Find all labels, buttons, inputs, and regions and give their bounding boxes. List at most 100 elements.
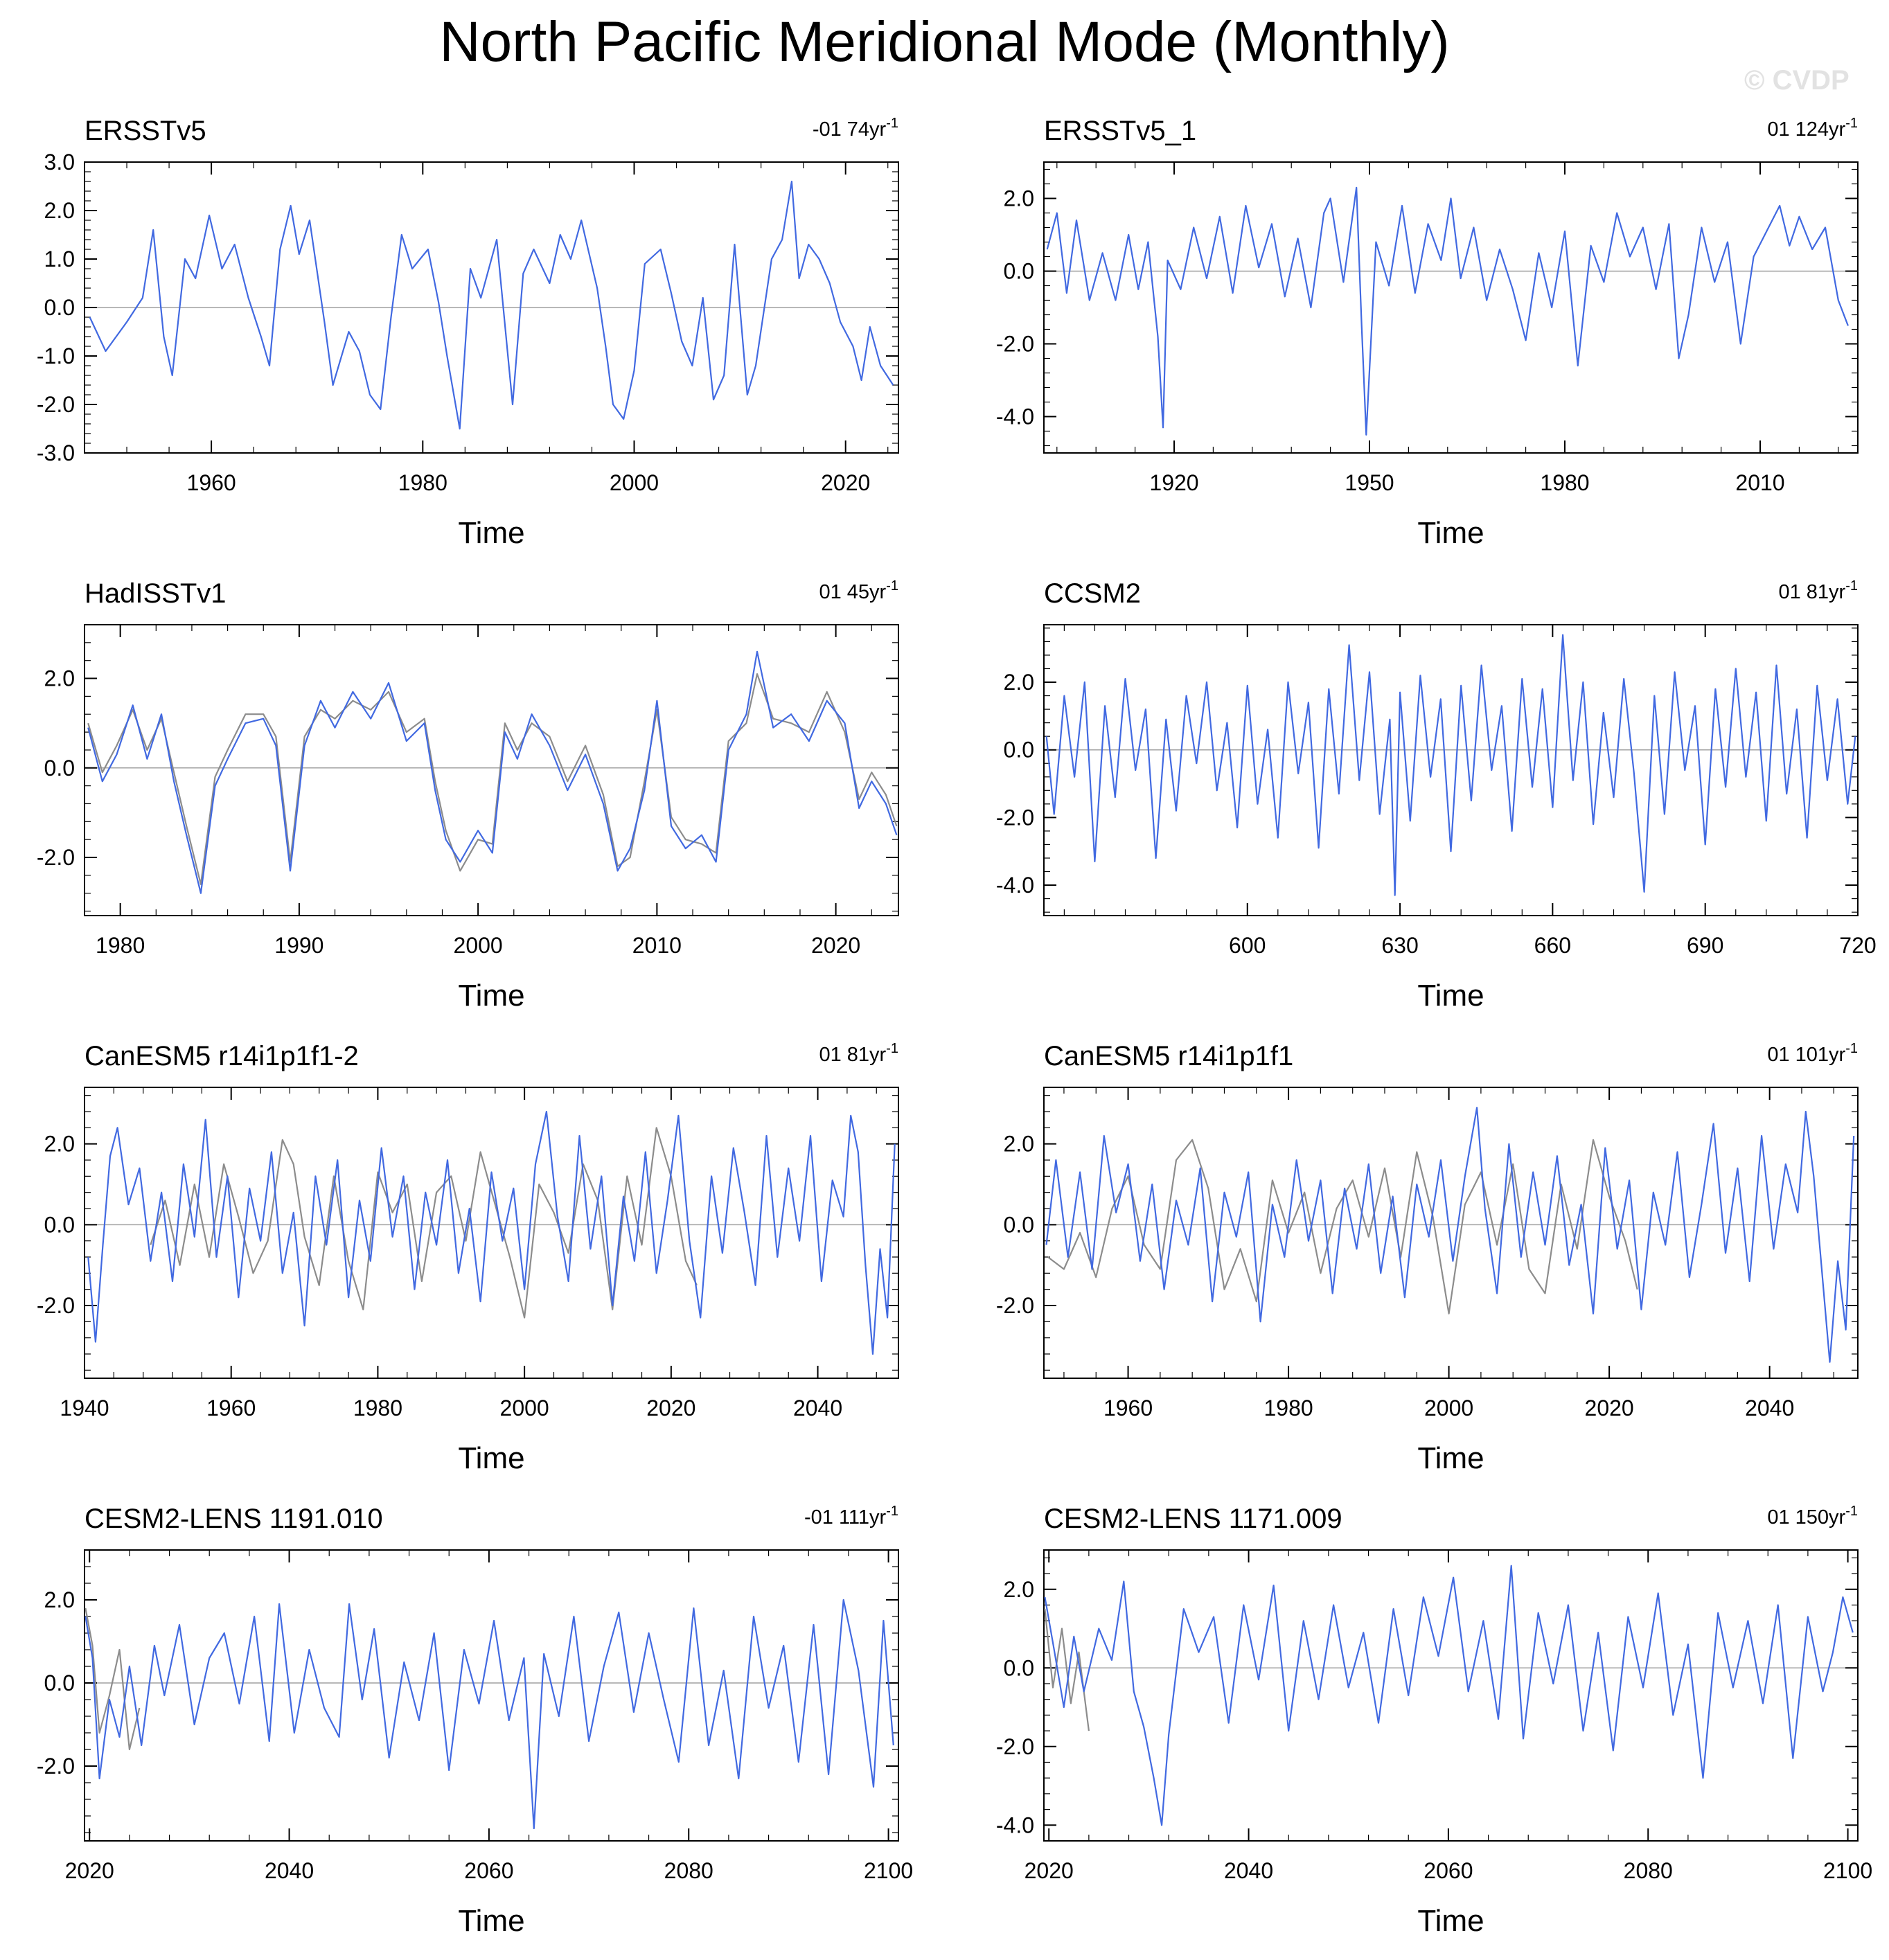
y-tick-label: 2.0 <box>1004 670 1034 695</box>
x-tick-label: 2100 <box>1823 1858 1872 1883</box>
x-tick-label: 2040 <box>1745 1396 1794 1420</box>
panel-title: ERSSTv5 <box>85 116 206 146</box>
trend-value: -01 74yr <box>813 118 887 141</box>
model-series-line <box>87 650 898 894</box>
y-tick-label: 0.0 <box>1004 259 1034 284</box>
trend-value: 01 124yr <box>1767 118 1845 141</box>
x-tick-label: 630 <box>1381 933 1418 958</box>
x-tick-label: 2080 <box>1624 1858 1673 1883</box>
x-tick-label: 1960 <box>1103 1396 1153 1420</box>
observation-series-line <box>1044 1608 1090 1731</box>
panel-6: -2.0 0.0 2.0 1960 1980 2000 2020 2040 CanESM5 r1… <box>996 1041 1859 1475</box>
y-tick-label: -4.0 <box>996 873 1034 898</box>
x-tick-label: 1980 <box>96 933 145 958</box>
x-tick-label: 2040 <box>265 1858 314 1883</box>
model-series-line <box>1044 1565 1854 1826</box>
x-axis-label: Time <box>1417 979 1484 1013</box>
panel-4: -4.0 -2.0 0.0 2.0 600 630 660 690 720 CCSM2 01 81y… <box>996 578 1877 1013</box>
x-tick-label: 1990 <box>274 933 323 958</box>
trend-exponent: -1 <box>1845 116 1858 131</box>
model-series-line <box>87 1110 896 1355</box>
x-tick-label: 2080 <box>664 1858 713 1883</box>
model-series-line <box>1046 186 1849 436</box>
x-tick-label: 2060 <box>464 1858 513 1883</box>
trend-label: -01 74yr-1 <box>813 116 898 141</box>
trend-value: 01 45yr <box>819 581 886 603</box>
x-axis-label: Time <box>1417 1904 1484 1938</box>
y-tick-label: 0.0 <box>44 1671 75 1695</box>
observation-series-line <box>85 1607 141 1751</box>
x-tick-label: 2040 <box>1224 1858 1273 1883</box>
plot-frame <box>84 624 899 916</box>
x-tick-label: 2000 <box>610 470 659 495</box>
x-tick-label: 2020 <box>821 470 870 495</box>
trend-exponent: -1 <box>886 116 898 131</box>
y-tick-label: 2.0 <box>1004 186 1034 211</box>
x-axis-label: Time <box>458 1441 524 1475</box>
x-tick-label: 720 <box>1839 933 1876 958</box>
plot-frame <box>1043 1549 1859 1842</box>
trend-value: 01 101yr <box>1767 1044 1845 1066</box>
y-tick-label: 2.0 <box>44 1587 75 1612</box>
x-tick-label: 1960 <box>206 1396 256 1420</box>
x-tick-label: 1980 <box>353 1396 402 1420</box>
x-tick-label: 2020 <box>646 1396 695 1420</box>
observation-series-line <box>87 672 898 885</box>
x-tick-label: 2040 <box>793 1396 842 1420</box>
plot-frame <box>84 1549 899 1842</box>
trend-exponent: -1 <box>886 578 898 594</box>
y-tick-label: -2.0 <box>996 1734 1034 1759</box>
trend-label: -01 111yr-1 <box>804 1504 898 1529</box>
x-axis-label: Time <box>458 1904 524 1938</box>
trend-label: 01 101yr-1 <box>1767 1041 1858 1066</box>
panel-2: -4.0 -2.0 0.0 2.0 1920 1950 1980 2010 ERSSTv5_1 0… <box>996 116 1859 550</box>
panel-title: ERSSTv5_1 <box>1044 116 1196 146</box>
model-series-line <box>1045 634 1856 896</box>
x-tick-label: 2020 <box>1585 1396 1634 1420</box>
x-axis-label: Time <box>458 516 524 550</box>
trend-value: 01 81yr <box>1778 581 1845 603</box>
y-tick-label: -2.0 <box>996 1293 1034 1318</box>
x-tick-label: 2010 <box>1735 470 1784 495</box>
x-tick-label: 1920 <box>1149 470 1198 495</box>
model-series-line <box>85 1598 894 1830</box>
y-tick-label: 2.0 <box>44 1132 75 1157</box>
x-axis-label: Time <box>1417 1441 1484 1475</box>
y-tick-label: -2.0 <box>37 1293 75 1318</box>
x-axis-label: Time <box>1417 516 1484 550</box>
x-tick-label: 2010 <box>632 933 682 958</box>
plot-frame <box>1043 624 1859 916</box>
trend-label: 01 45yr-1 <box>819 578 898 603</box>
panel-title: CanESM5 r14i1p1f1 <box>1044 1041 1293 1071</box>
x-tick-label: 2060 <box>1424 1858 1473 1883</box>
x-tick-label: 690 <box>1687 933 1723 958</box>
y-tick-label: 2.0 <box>44 666 75 691</box>
observation-series-line <box>150 1127 698 1319</box>
x-tick-label: 2020 <box>1025 1858 1074 1883</box>
trend-label: 01 81yr-1 <box>1778 578 1858 603</box>
panel-title: CESM2-LENS 1171.009 <box>1044 1504 1342 1534</box>
y-tick-label: 2.0 <box>1004 1132 1034 1157</box>
x-tick-label: 2000 <box>500 1396 549 1420</box>
panel-3: -2.0 0.0 2.0 1980 1990 2000 2010 2020 HadISSTv1 0… <box>37 578 899 1013</box>
model-series-line <box>89 180 894 430</box>
model-series-line <box>1045 1107 1855 1363</box>
trend-label: 01 81yr-1 <box>819 1041 898 1066</box>
y-tick-label: 2.0 <box>1004 1577 1034 1602</box>
y-tick-label: 0.0 <box>1004 738 1034 763</box>
panel-5: -2.0 0.0 2.0 1940 1960 1980 2000 2020 2040 CanESM… <box>37 1041 899 1475</box>
x-tick-label: 1960 <box>187 470 236 495</box>
panel-title: CCSM2 <box>1044 578 1141 609</box>
panel-8: -4.0 -2.0 0.0 2.0 2020 2040 2060 2080 2100 CESM2-… <box>996 1504 1872 1938</box>
panel-title: CanESM5 r14i1p1f1-2 <box>85 1041 359 1071</box>
x-tick-label: 600 <box>1229 933 1266 958</box>
trend-exponent: -1 <box>886 1041 898 1056</box>
figure-title: North Pacific Meridional Mode (Monthly) <box>439 10 1450 73</box>
y-tick-label: 3.0 <box>44 150 75 175</box>
plot-frame <box>84 1087 899 1379</box>
x-tick-label: 1950 <box>1345 470 1394 495</box>
y-tick-label: 0.0 <box>44 295 75 320</box>
panel-1: -3.0 -2.0 -1.0 0.0 1.0 2.0 3.0 1960 1980 2000 2020… <box>37 116 899 550</box>
y-tick-label: -2.0 <box>37 392 75 417</box>
